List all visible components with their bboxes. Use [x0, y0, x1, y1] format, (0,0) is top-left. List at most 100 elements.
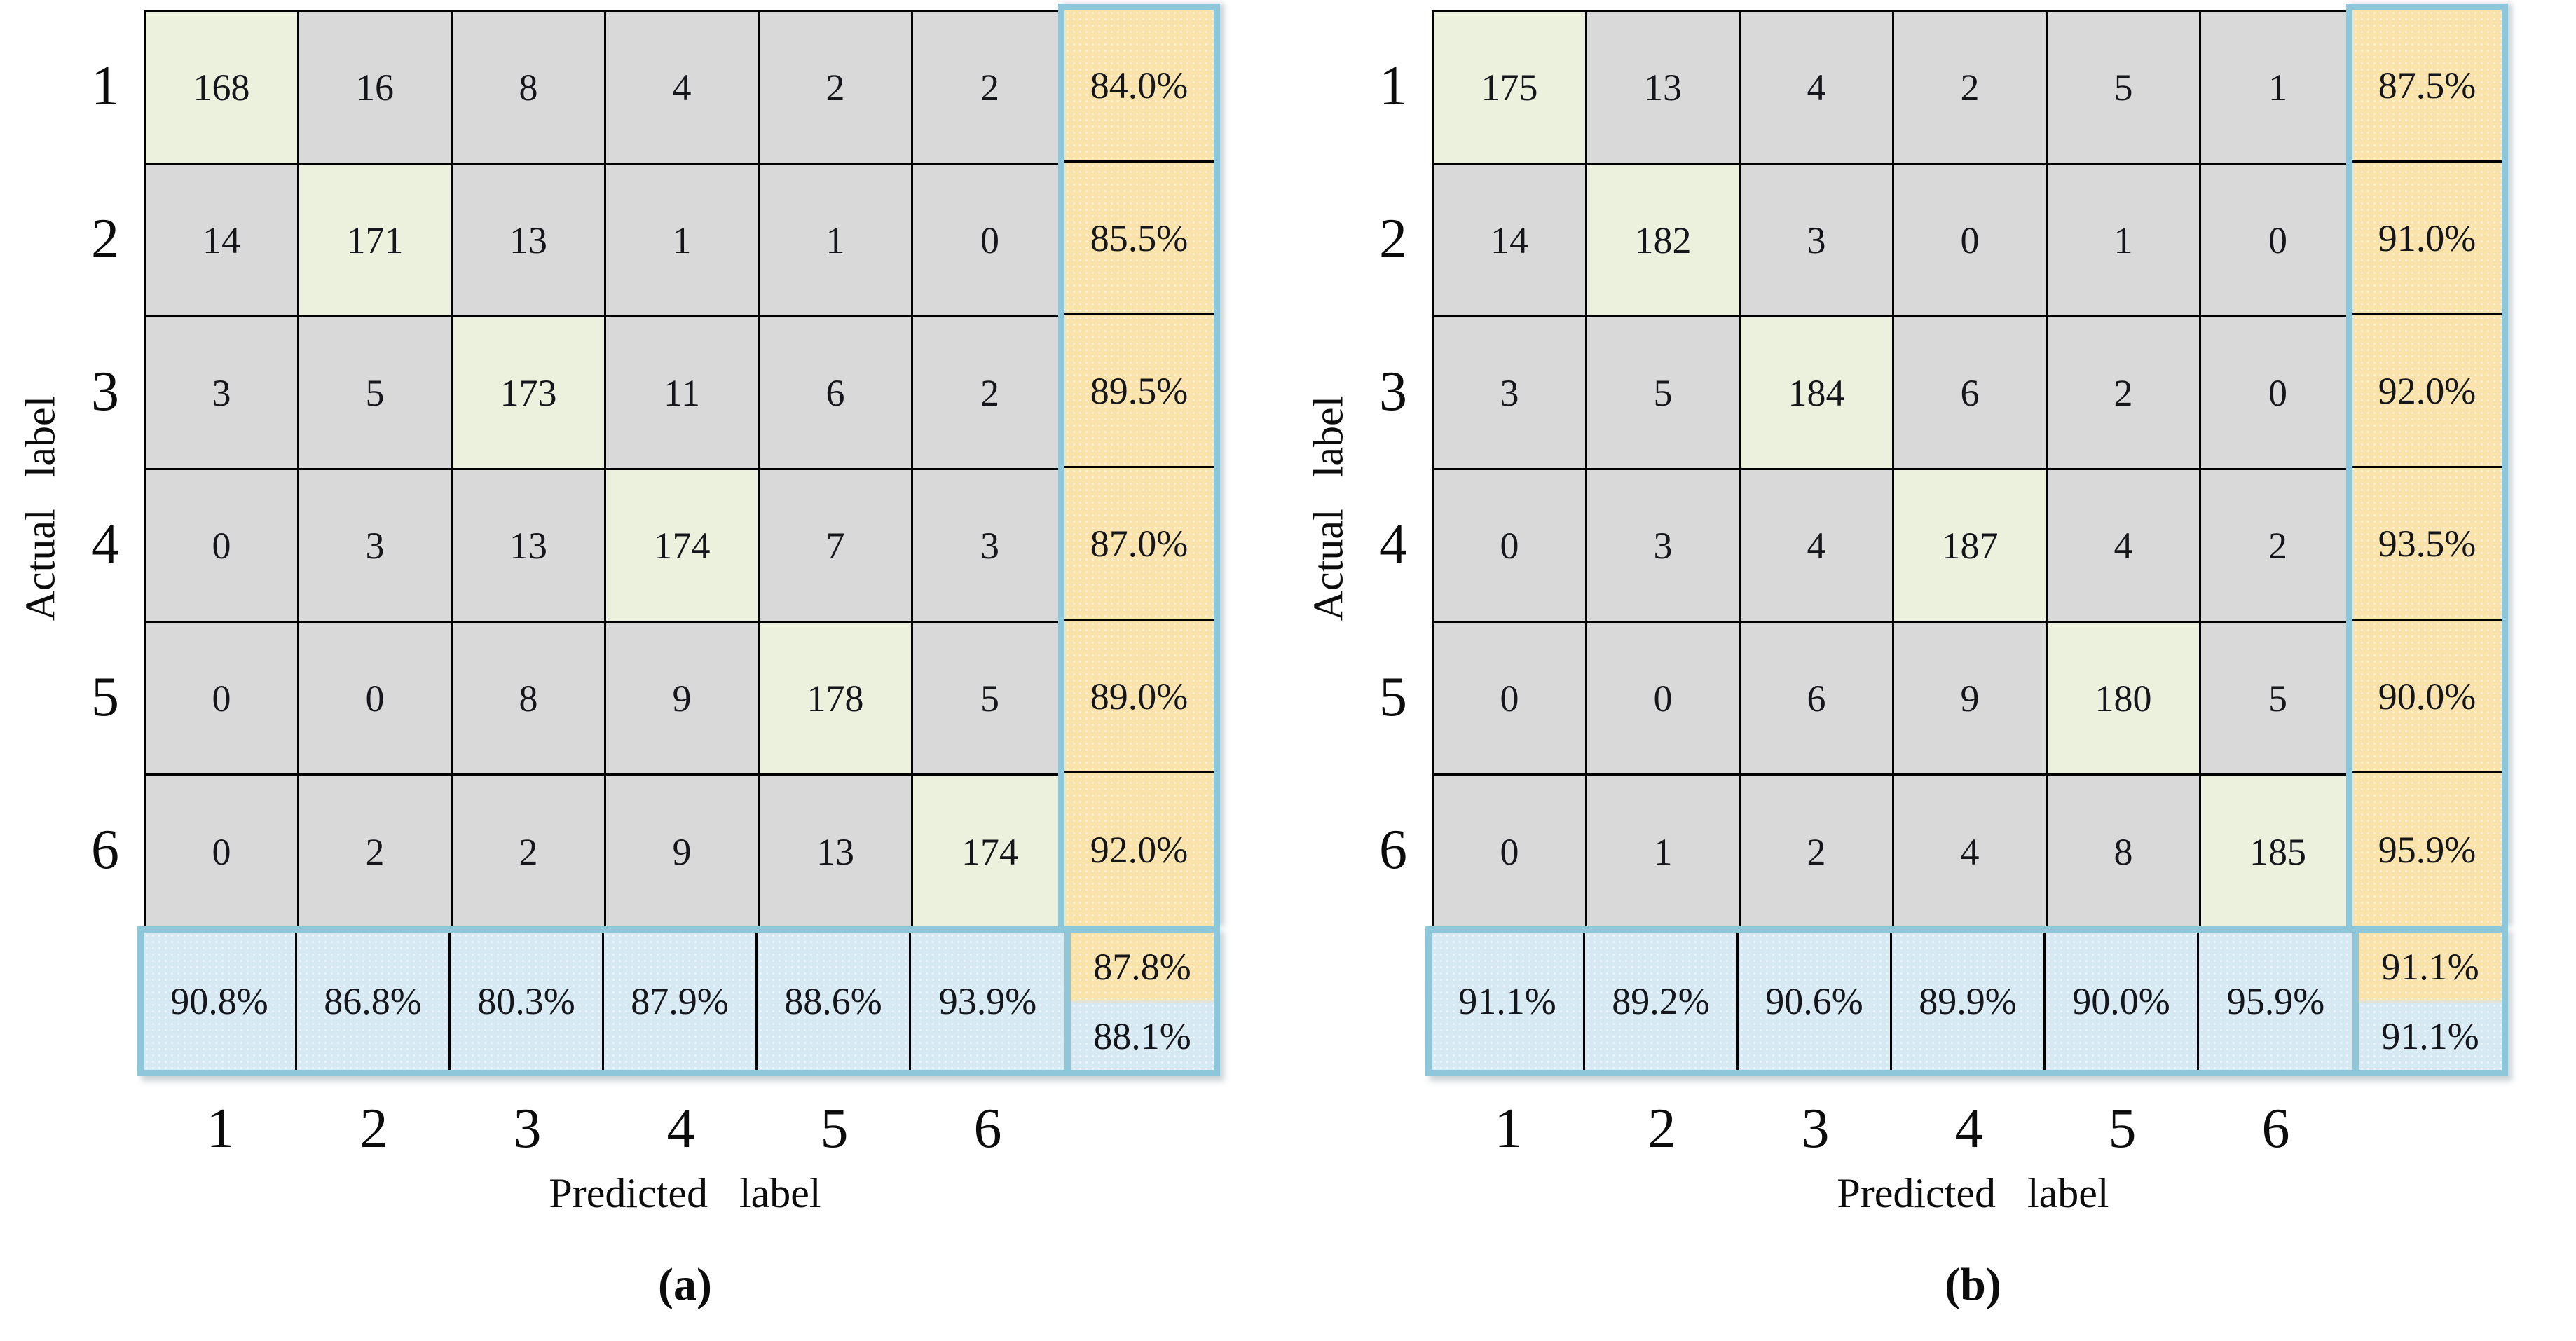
col-label-1: 1 [1494, 1097, 1523, 1160]
matrix-cell: 6 [1741, 623, 1894, 776]
overall-accuracy-top: 87.8% [1071, 933, 1214, 1003]
diagonal-cell: 182 [1587, 165, 1741, 317]
matrix-cell: 4 [1741, 12, 1894, 165]
matrix-cell: 3 [1741, 165, 1894, 317]
col-precision-cell: 88.6% [758, 933, 911, 1070]
row-recall-cell: 84.0% [1064, 10, 1214, 163]
matrix-cell: 3 [299, 470, 453, 623]
row-recall-cell: 93.5% [2352, 468, 2502, 621]
col-label-1: 1 [206, 1097, 235, 1160]
confusion-matrix-panel-a: Actual label 1 2 3 4 5 6 168 16 8 4 2 2 14 171 13 1 1 0 3 5 1… [18, 4, 1220, 1310]
matrix-cell: 0 [146, 776, 299, 928]
col-precision-cell: 91.1% [1432, 933, 1585, 1070]
matrix-grid: 175 13 4 2 5 1 14 182 3 0 1 0 3 5 184 6 2 0 0 3 4 187 4 2 0 0 6 9 18… [1432, 10, 2355, 930]
row-recall-column: 87.5% 91.0% 92.0% 93.5% 90.0% 95.9% [2346, 4, 2508, 926]
col-label-3: 3 [513, 1097, 542, 1160]
col-label-6: 6 [973, 1097, 1002, 1160]
row-recall-column: 84.0% 85.5% 89.5% 87.0% 89.0% 92.0% [1058, 4, 1220, 926]
matrix-cell: 2 [1894, 12, 2048, 165]
matrix-cell: 13 [453, 470, 606, 623]
overall-accuracy-bottom: 88.1% [1071, 1003, 1214, 1070]
diagonal-cell: 173 [453, 317, 606, 470]
row-label-3: 3 [91, 360, 119, 422]
col-label-5: 5 [820, 1097, 849, 1160]
col-label-6: 6 [2261, 1097, 2290, 1160]
matrix-cell: 4 [2048, 470, 2201, 623]
row-label-5: 5 [91, 666, 119, 728]
matrix-cell: 0 [1434, 776, 1587, 928]
matrix-cell: 14 [1434, 165, 1587, 317]
matrix-cell: 0 [146, 623, 299, 776]
matrix-cell: 2 [913, 317, 1067, 470]
matrix-grid: 168 16 8 4 2 2 14 171 13 1 1 0 3 5 173 11 6 2 0 3 13 174 7 3 0 0 8… [144, 10, 1067, 930]
overall-accuracy-top: 91.1% [2359, 933, 2502, 1003]
matrix-cell: 0 [1894, 165, 2048, 317]
row-label-6: 6 [1379, 818, 1407, 881]
col-label-4: 4 [666, 1097, 695, 1160]
row-recall-cell: 87.0% [1064, 468, 1214, 621]
matrix-cell: 4 [1894, 776, 2048, 928]
diagonal-cell: 168 [146, 12, 299, 165]
row-label-5: 5 [1379, 666, 1407, 728]
row-recall-cell: 85.5% [1064, 163, 1214, 315]
matrix-cell: 2 [913, 12, 1067, 165]
col-precision-cell: 87.9% [604, 933, 758, 1070]
panel-caption-b: (b) [1945, 1259, 2001, 1310]
col-precision-cell: 89.2% [1585, 933, 1739, 1070]
row-label-6: 6 [91, 818, 119, 881]
matrix-cell: 0 [1434, 623, 1587, 776]
row-recall-cell: 92.0% [2352, 315, 2502, 468]
row-label-2: 2 [1379, 207, 1407, 270]
matrix-cell: 5 [299, 317, 453, 470]
matrix-cell: 13 [1587, 12, 1741, 165]
col-precision-cell: 90.0% [2046, 933, 2199, 1070]
matrix-cell: 4 [1741, 470, 1894, 623]
matrix-cell: 7 [760, 470, 913, 623]
matrix-cell: 0 [913, 165, 1067, 317]
row-recall-cell: 92.0% [1064, 773, 1214, 926]
matrix-cell: 8 [453, 12, 606, 165]
diagonal-cell: 174 [606, 470, 760, 623]
row-label-3: 3 [1379, 360, 1407, 422]
matrix-cell: 9 [606, 623, 760, 776]
matrix-cell: 5 [1587, 317, 1741, 470]
col-precision-row: 91.1% 89.2% 90.6% 89.9% 90.0% 95.9% 91.1% 91.1% [1425, 926, 2508, 1076]
row-recall-cell: 90.0% [2352, 621, 2502, 773]
matrix-cell: 14 [146, 165, 299, 317]
col-precision-cell: 86.8% [297, 933, 451, 1070]
x-axis-title: Predicted label [1837, 1169, 2109, 1216]
overall-accuracy-cell: 91.1% 91.1% [2352, 933, 2502, 1070]
matrix-cell: 2 [2201, 470, 2355, 623]
diagonal-cell: 184 [1741, 317, 1894, 470]
matrix-cell: 2 [453, 776, 606, 928]
row-recall-cell: 87.5% [2352, 10, 2502, 163]
matrix-cell: 13 [760, 776, 913, 928]
overall-accuracy-bottom: 91.1% [2359, 1003, 2502, 1070]
matrix-cell: 2 [760, 12, 913, 165]
col-label-3: 3 [1801, 1097, 1830, 1160]
row-recall-cell: 89.0% [1064, 621, 1214, 773]
row-label-1: 1 [1379, 55, 1407, 117]
matrix-cell: 5 [913, 623, 1067, 776]
matrix-cell: 8 [453, 623, 606, 776]
matrix-cell: 3 [1434, 317, 1587, 470]
matrix-cell: 3 [913, 470, 1067, 623]
overall-accuracy-cell: 87.8% 88.1% [1064, 933, 1214, 1070]
matrix-cell: 2 [1741, 776, 1894, 928]
matrix-cell: 0 [146, 470, 299, 623]
row-label-4: 4 [91, 513, 119, 575]
row-recall-cell: 91.0% [2352, 163, 2502, 315]
diagonal-cell: 171 [299, 165, 453, 317]
matrix-cell: 1 [760, 165, 913, 317]
row-recall-cell: 89.5% [1064, 315, 1214, 468]
matrix-cell: 9 [1894, 623, 2048, 776]
matrix-cell: 6 [760, 317, 913, 470]
col-label-2: 2 [1647, 1097, 1676, 1160]
confusion-matrix-panel-b: Actual label 1 2 3 4 5 6 175 13 4 2 5 1 14 182 3 0 1 0 3 5 18… [1288, 0, 2576, 1341]
matrix-cell: 1 [1587, 776, 1741, 928]
col-precision-cell: 93.9% [911, 933, 1064, 1070]
col-precision-cell: 90.6% [1739, 933, 1892, 1070]
matrix-cell: 6 [1894, 317, 2048, 470]
row-label-1: 1 [91, 55, 119, 117]
